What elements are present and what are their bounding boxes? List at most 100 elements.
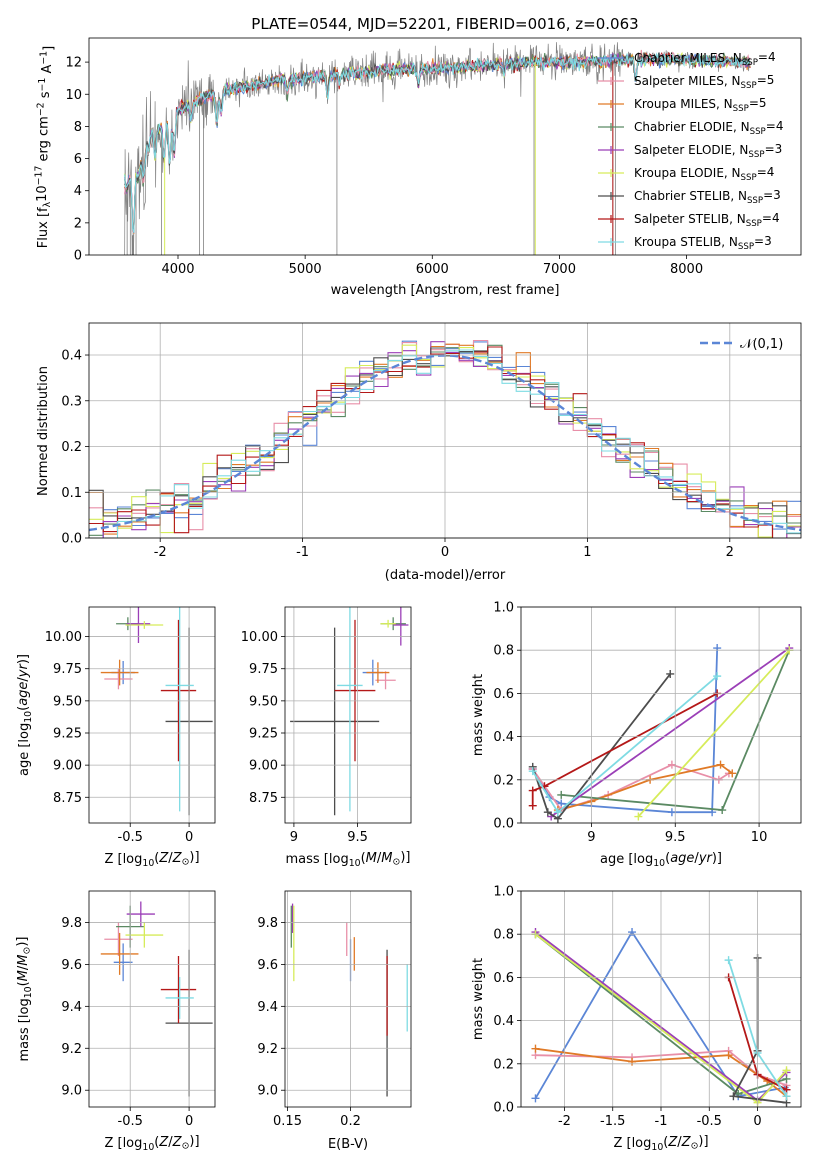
weight-marker	[557, 790, 566, 799]
axes-residuals: -2 -1 0 1 2 0.0 0.1 0.2 0.3 0.4	[61, 322, 802, 560]
legend-label: Chabrier ELODIE, NSSP=4	[634, 119, 783, 137]
weight-line-kroupa-stelib	[531, 675, 718, 814]
weight-line-salpeter-elodie	[550, 647, 790, 818]
x-axis-label: age [log10​(age/yr)]	[600, 851, 722, 869]
legend-label: Chabrier MILES, NSSP=4	[634, 50, 776, 68]
x-tick-label: -0.5	[118, 830, 143, 845]
y-tick-label: 0	[74, 249, 82, 264]
x-tick-label: 0	[753, 1114, 761, 1129]
y-tick-label: 0.4	[493, 1014, 514, 1029]
y-tick-label: 9.25	[249, 727, 278, 742]
weight-marker	[634, 812, 643, 821]
weight-marker	[782, 1092, 791, 1101]
x-tick-label: 0	[185, 1114, 193, 1129]
x-tick-label: 7000	[543, 262, 576, 277]
y-tick-label: 9.50	[249, 694, 278, 709]
x-tick-label: -0.5	[697, 1114, 722, 1129]
axes-weight_vs_Z: -2 -1.5 -1 -0.5 0 0.0 0.2 0.4 0.6 0.8 1.0	[493, 885, 802, 1129]
y-tick-label: 0.2	[61, 440, 82, 455]
axes-spectrum: 4000 5000 6000 7000 8000 0 2 4 6 8 10 12	[65, 37, 802, 277]
legend-label: Kroupa MILES, NSSP=5	[634, 96, 767, 114]
legend-label: Chabrier STELIB, NSSP=3	[634, 188, 781, 206]
weight-marker	[528, 767, 537, 776]
axes-mass_vs_EBV: 0.15 0.2 9.0 9.2 9.4 9.6 9.8	[257, 890, 412, 1129]
plot-area	[124, 42, 751, 255]
weight-marker	[713, 672, 722, 681]
weight-marker	[628, 1057, 637, 1066]
weight-marker	[667, 760, 676, 769]
y-tick-label: 0.8	[493, 928, 514, 943]
weight-marker	[724, 1051, 733, 1060]
x-axis-label: mass [log10​(M/M⊙​)]	[285, 850, 410, 869]
weight-marker	[713, 644, 722, 653]
y-tick-label: 2	[74, 216, 82, 231]
plot-area	[100, 901, 213, 1097]
weight-marker	[531, 1094, 540, 1103]
y-tick-label: 0.6	[493, 687, 514, 702]
x-tick-label: 9	[290, 830, 298, 845]
y-tick-label: 9.25	[53, 727, 82, 742]
axes-mass_vs_Z: -0.5 0 9.0 9.2 9.4 9.6 9.8	[61, 890, 216, 1129]
y-tick-label: 9.50	[53, 694, 82, 709]
y-tick-label: 9.8	[61, 916, 82, 931]
weight-marker	[782, 1066, 791, 1075]
axes-frame	[88, 890, 216, 1108]
legend: 𝒩(0,1)	[700, 337, 783, 352]
weight-marker	[553, 808, 562, 817]
x-axis-label: Z [log10​(Z/Z⊙​)]	[613, 1134, 708, 1153]
y-tick-label: 9.75	[53, 662, 82, 677]
y-tick-label: 6	[74, 152, 82, 167]
x-tick-label: 9.5	[347, 830, 368, 845]
x-tick-label: -2	[558, 1114, 571, 1129]
weight-line-salpeter-stelib	[531, 692, 718, 806]
model-line-kroupa-stelib	[124, 52, 751, 233]
legend-label: Kroupa ELODIE, NSSP=4	[634, 165, 774, 183]
axes-frame	[88, 37, 802, 256]
axes-age_vs_Z: -0.5 0 8.75 9.00 9.25 9.50 9.75 10.00	[45, 606, 216, 845]
plot-area	[290, 607, 409, 816]
y-tick-label: 1.0	[493, 885, 514, 900]
x-tick-label: -2	[154, 545, 167, 560]
plot-area	[528, 644, 794, 823]
y-tick-label: 9.8	[257, 916, 278, 931]
y-tick-label: 0.3	[61, 394, 82, 409]
y-axis-label: mass [log10​(M/M⊙​)]	[15, 936, 34, 1061]
y-tick-label: 8.75	[249, 791, 278, 806]
axes-age_vs_mass: 9 9.5 8.75 9.00 9.25 9.50 9.75 10.00	[241, 606, 412, 845]
x-axis-label: (data-model)/error	[385, 568, 506, 583]
y-tick-label: 1.0	[493, 601, 514, 616]
x-tick-label: 4000	[161, 262, 194, 277]
y-tick-label: 9.6	[61, 958, 82, 973]
y-tick-label: 0.0	[493, 817, 514, 832]
weight-marker	[531, 1044, 540, 1053]
weight-marker	[528, 786, 537, 795]
weight-marker	[728, 769, 737, 778]
y-tick-label: 10.00	[241, 630, 278, 645]
plot-area	[100, 607, 213, 816]
y-tick-label: 0.0	[61, 532, 82, 547]
axes-frame	[520, 890, 802, 1108]
y-axis-label: mass weight	[471, 674, 486, 756]
plot-area	[290, 903, 408, 1097]
weight-marker	[667, 808, 676, 817]
chart-title: PLATE=0544, MJD=52201, FIBERID=0016, z=0…	[251, 15, 638, 33]
legend-label: Salpeter ELODIE, NSSP=3	[634, 142, 782, 160]
axes-frame	[284, 890, 412, 1108]
x-tick-label: 0.2	[340, 1114, 361, 1129]
weight-line-kroupa-elodie	[637, 649, 790, 818]
legend-label: Kroupa STELIB, NSSP=3	[634, 234, 772, 252]
x-tick-label: 0	[185, 830, 193, 845]
y-tick-label: 0.6	[493, 971, 514, 986]
x-tick-label: 6000	[416, 262, 449, 277]
weight-marker	[718, 806, 727, 815]
y-tick-label: 0.4	[61, 349, 82, 364]
y-tick-label: 9.0	[61, 1084, 82, 1099]
weight-marker	[666, 669, 675, 678]
legend: Chabrier MILES, NSSP=4 Salpeter MILES, NS…	[598, 50, 783, 252]
y-axis-label: age [log10​(age/yr)]	[16, 654, 34, 776]
x-tick-label: 0.15	[273, 1114, 302, 1129]
y-tick-label: 0.8	[493, 644, 514, 659]
y-tick-label: 0.2	[493, 773, 514, 788]
weight-line-chabrier-stelib	[531, 673, 671, 820]
y-axis-label: mass weight	[471, 958, 486, 1040]
